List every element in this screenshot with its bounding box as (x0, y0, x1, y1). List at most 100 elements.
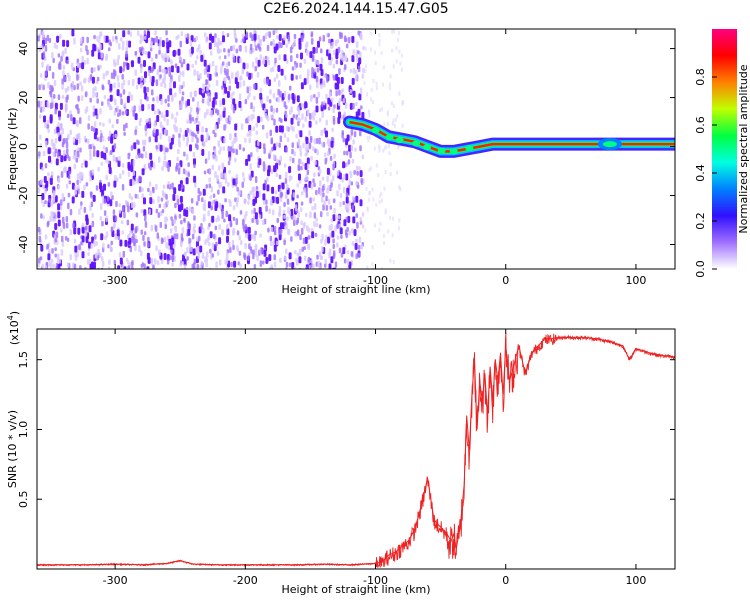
noise-speckle (55, 158, 59, 166)
noise-speckle (367, 197, 370, 202)
noise-speckle (288, 262, 292, 267)
noise-speckle (315, 222, 319, 228)
noise-speckle (222, 146, 225, 151)
noise-speckle (199, 264, 202, 269)
noise-speckle (269, 241, 273, 247)
noise-speckle (105, 174, 108, 181)
noise-speckle (89, 170, 93, 178)
noise-speckle (60, 228, 63, 233)
noise-speckle (66, 59, 69, 65)
noise-speckle (310, 31, 314, 37)
noise-speckle (273, 77, 277, 83)
noise-speckle (197, 187, 200, 194)
noise-speckle (323, 152, 327, 157)
noise-speckle (383, 233, 385, 238)
noise-speckle (116, 75, 120, 82)
noise-speckle (216, 109, 220, 116)
noise-speckle (196, 124, 200, 132)
noise-speckle (49, 90, 53, 98)
x-axis-label: Height of straight line (km) (281, 283, 430, 296)
noise-speckle (371, 245, 374, 250)
noise-speckle (323, 74, 326, 79)
noise-speckle (68, 180, 71, 185)
noise-speckle (341, 132, 344, 139)
noise-speckle (192, 262, 196, 268)
noise-speckle (76, 173, 80, 180)
noise-speckle (275, 73, 279, 79)
noise-speckle (122, 205, 125, 212)
noise-speckle (112, 209, 116, 215)
noise-speckle (156, 96, 159, 103)
noise-speckle (210, 109, 213, 117)
noise-speckle (206, 251, 209, 258)
noise-speckle (285, 58, 289, 64)
noise-speckle (278, 142, 281, 148)
noise-speckle (239, 210, 243, 215)
noise-speckle (252, 113, 255, 120)
noise-speckle (121, 230, 124, 235)
noise-speckle (391, 48, 394, 53)
noise-speckle (242, 147, 245, 152)
noise-speckle (360, 105, 363, 110)
signal-blob (412, 140, 421, 147)
noise-speckle (300, 103, 304, 108)
noise-speckle (205, 127, 208, 133)
noise-speckle (204, 158, 208, 164)
noise-speckle (398, 91, 401, 96)
noise-speckle (241, 172, 245, 178)
noise-speckle (174, 202, 177, 209)
noise-speckle (400, 53, 403, 58)
noise-speckle (226, 68, 229, 75)
noise-speckle (153, 110, 157, 115)
noise-speckle (382, 148, 385, 153)
noise-speckle (175, 111, 179, 116)
noise-speckle (269, 149, 272, 155)
noise-speckle (146, 96, 149, 102)
noise-speckle (309, 84, 312, 91)
noise-speckle (70, 62, 74, 70)
noise-speckle (144, 130, 148, 137)
noise-speckle (295, 133, 298, 139)
noise-speckle (75, 138, 78, 146)
noise-speckle (357, 50, 360, 55)
noise-speckle (61, 193, 65, 200)
noise-speckle (129, 179, 133, 187)
noise-speckle (99, 129, 103, 135)
noise-speckle (65, 216, 69, 223)
noise-speckle (123, 266, 127, 269)
noise-speckle (297, 121, 300, 127)
noise-speckle (222, 61, 225, 66)
noise-speckle (134, 51, 137, 56)
noise-speckle (245, 32, 248, 39)
noise-speckle (138, 245, 141, 252)
noise-speckle (148, 136, 151, 143)
noise-speckle (136, 177, 139, 184)
noise-speckle (342, 186, 346, 194)
noise-speckle (380, 51, 383, 55)
y-axis-label: SNR (10 * v/v) (6, 410, 19, 488)
noise-speckle (37, 226, 41, 233)
noise-speckle (211, 242, 215, 250)
snr-line (37, 333, 675, 568)
noise-speckle (125, 199, 128, 207)
noise-speckle (368, 135, 371, 140)
noise-speckle (144, 35, 147, 41)
noise-speckle (51, 52, 54, 59)
noise-speckle (192, 151, 196, 158)
noise-speckle (309, 95, 313, 102)
noise-speckle (332, 214, 336, 222)
noise-speckle (308, 142, 312, 149)
noise-speckle (122, 30, 126, 38)
noise-speckle (270, 168, 274, 175)
noise-speckle (262, 166, 266, 172)
noise-speckle (62, 216, 65, 224)
noise-speckle (87, 77, 91, 84)
noise-speckle (180, 31, 183, 37)
noise-speckle (159, 36, 162, 44)
noise-speckle (130, 165, 134, 173)
noise-speckle (249, 49, 252, 55)
noise-speckle (200, 260, 203, 266)
noise-speckle (307, 163, 310, 169)
signal-blob (437, 147, 446, 154)
noise-speckle (305, 193, 309, 198)
